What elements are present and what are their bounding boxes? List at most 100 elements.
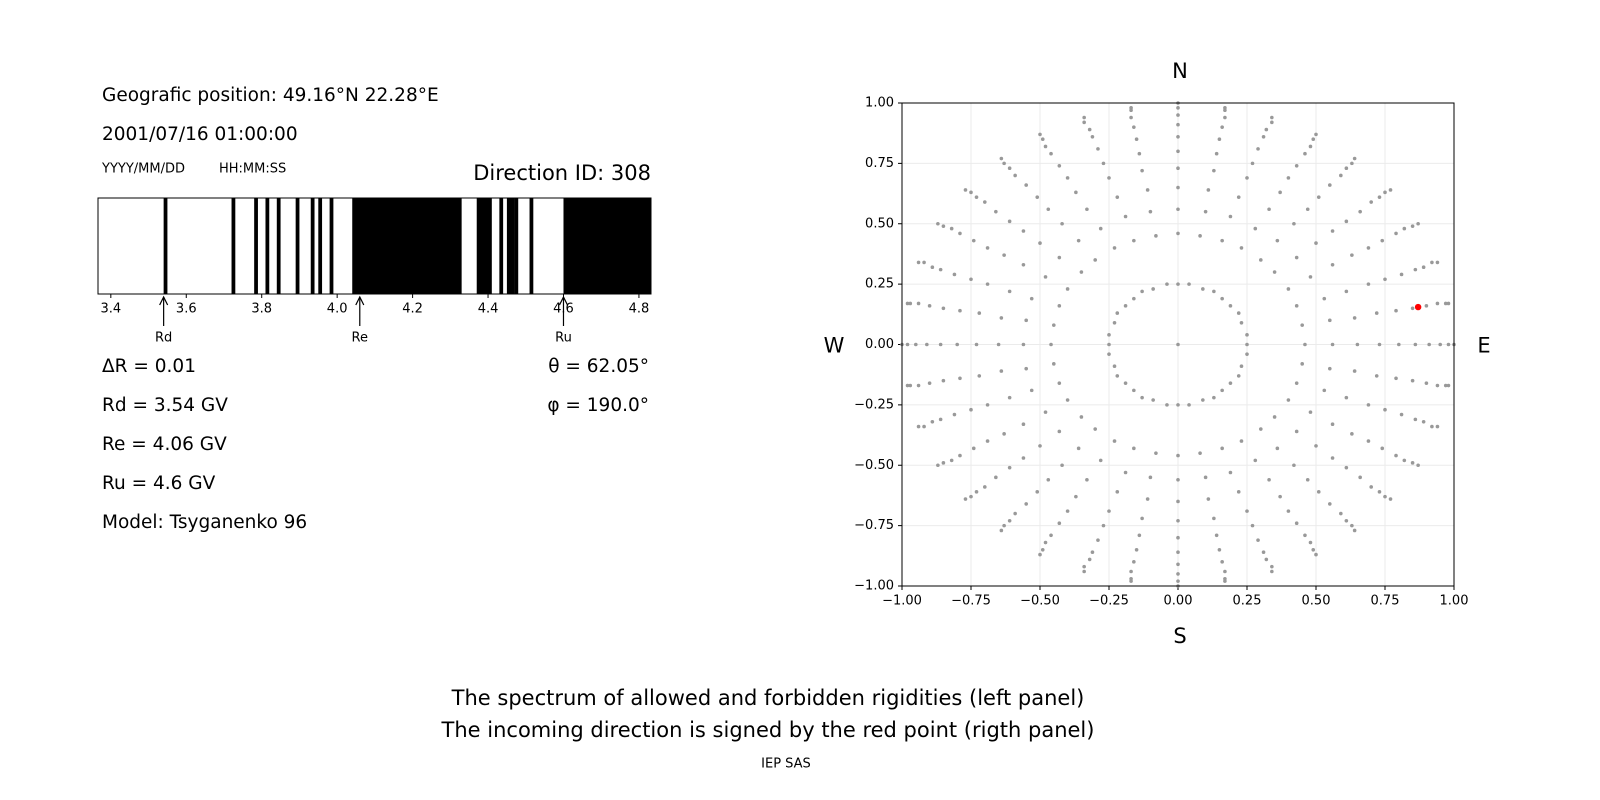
point bbox=[1002, 161, 1006, 166]
point bbox=[941, 378, 946, 383]
point bbox=[1187, 282, 1191, 286]
point bbox=[1278, 190, 1282, 195]
point bbox=[1098, 458, 1103, 463]
point bbox=[1245, 509, 1249, 513]
point bbox=[1212, 516, 1216, 521]
point bbox=[1380, 446, 1385, 451]
point bbox=[1176, 477, 1180, 482]
point bbox=[994, 475, 998, 480]
arrow-head bbox=[159, 295, 169, 306]
point bbox=[1377, 342, 1382, 347]
point bbox=[983, 485, 987, 489]
point bbox=[1132, 125, 1136, 129]
point bbox=[952, 272, 957, 277]
point bbox=[1007, 465, 1012, 470]
point bbox=[927, 381, 932, 385]
point bbox=[1076, 238, 1081, 243]
point bbox=[1328, 183, 1332, 187]
point bbox=[969, 190, 973, 195]
point bbox=[1366, 282, 1371, 286]
point bbox=[1402, 458, 1407, 463]
point bbox=[1399, 272, 1404, 277]
forbidden-band bbox=[563, 198, 651, 294]
model: Model: Tsyganenko 96 bbox=[102, 512, 307, 533]
point bbox=[999, 369, 1004, 373]
point bbox=[999, 156, 1004, 161]
point bbox=[905, 383, 910, 388]
point bbox=[1057, 163, 1062, 168]
point bbox=[1410, 306, 1415, 311]
point bbox=[1350, 253, 1354, 257]
point bbox=[999, 316, 1004, 320]
point bbox=[1065, 398, 1070, 402]
point bbox=[1065, 287, 1070, 291]
point bbox=[1275, 446, 1280, 451]
point bbox=[1256, 147, 1260, 151]
point bbox=[1228, 470, 1233, 475]
point bbox=[1303, 533, 1307, 538]
point bbox=[1007, 219, 1012, 224]
point bbox=[1328, 318, 1332, 323]
point bbox=[1035, 195, 1040, 199]
point bbox=[1358, 475, 1362, 480]
point bbox=[941, 461, 946, 465]
point bbox=[1029, 388, 1034, 393]
point bbox=[1267, 207, 1271, 212]
point bbox=[1344, 395, 1349, 400]
point bbox=[974, 490, 979, 494]
point bbox=[1038, 444, 1042, 448]
point bbox=[1220, 388, 1224, 393]
point bbox=[1203, 475, 1208, 480]
point bbox=[1383, 407, 1387, 412]
forbidden-band bbox=[231, 198, 236, 294]
point bbox=[1239, 246, 1244, 250]
x-tick-label: −0.50 bbox=[1020, 594, 1060, 609]
point bbox=[1176, 207, 1180, 212]
point bbox=[1259, 258, 1263, 262]
point bbox=[1132, 296, 1136, 301]
point bbox=[1352, 156, 1357, 161]
point bbox=[1377, 195, 1382, 199]
point bbox=[1082, 564, 1086, 569]
forbidden-band bbox=[499, 198, 504, 294]
point bbox=[1394, 231, 1398, 236]
point bbox=[1176, 185, 1180, 190]
point bbox=[1129, 576, 1133, 581]
point bbox=[1413, 342, 1418, 347]
point bbox=[1038, 132, 1042, 137]
point bbox=[1228, 304, 1233, 308]
point bbox=[1446, 301, 1451, 306]
point bbox=[1123, 304, 1128, 308]
point bbox=[1043, 410, 1048, 414]
phi: φ = 190.0° bbox=[547, 395, 649, 416]
point bbox=[1245, 333, 1249, 337]
point bbox=[1046, 477, 1051, 482]
point bbox=[1435, 383, 1440, 388]
forbidden-band bbox=[265, 198, 270, 294]
point bbox=[1446, 383, 1451, 388]
point bbox=[1140, 516, 1144, 521]
forbidden-band bbox=[514, 198, 519, 294]
point bbox=[1115, 490, 1120, 494]
point bbox=[938, 417, 943, 422]
forbidden-band bbox=[318, 198, 323, 294]
point bbox=[1140, 395, 1144, 400]
point bbox=[1021, 263, 1026, 267]
point bbox=[1355, 342, 1360, 347]
point bbox=[1314, 132, 1318, 137]
point bbox=[1021, 456, 1026, 460]
point bbox=[1087, 557, 1092, 562]
point bbox=[1082, 120, 1086, 125]
point bbox=[977, 311, 982, 315]
point bbox=[1002, 523, 1006, 528]
point bbox=[1236, 195, 1241, 199]
forbidden-band bbox=[529, 198, 534, 294]
point bbox=[1352, 369, 1357, 373]
point bbox=[1115, 311, 1120, 315]
point bbox=[1239, 320, 1244, 325]
point bbox=[1043, 144, 1048, 149]
point bbox=[1416, 221, 1420, 226]
point bbox=[936, 221, 940, 226]
point bbox=[1129, 108, 1133, 113]
point bbox=[1176, 572, 1180, 576]
